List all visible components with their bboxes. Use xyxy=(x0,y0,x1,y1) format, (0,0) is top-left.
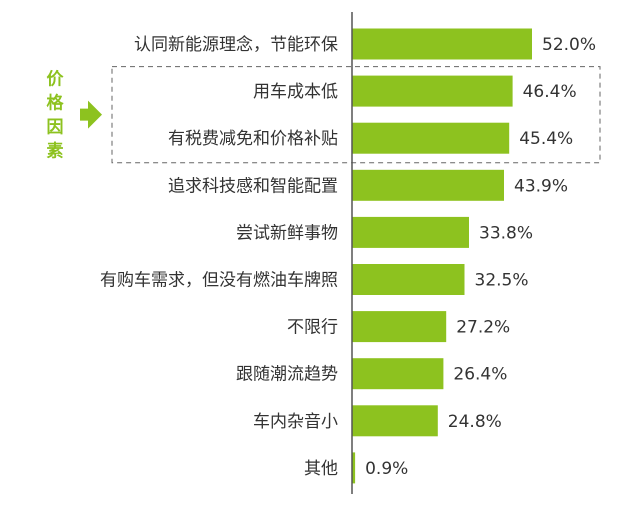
value-label-9: 0.9% xyxy=(365,459,408,479)
category-label-2: 有税费减免和价格补贴 xyxy=(168,129,338,149)
value-labels: 52.0% 46.4% 45.4% 43.9% 33.8% 32.5% 27.2% 26.4%… xyxy=(365,35,596,479)
arrow-right-icon xyxy=(80,100,102,129)
category-label-1: 用车成本低 xyxy=(253,82,338,102)
value-label-5: 32.5% xyxy=(475,271,529,291)
bar-8 xyxy=(352,405,438,437)
bar-1 xyxy=(352,75,513,107)
category-label-8: 车内杂音小 xyxy=(253,412,338,432)
bar-3 xyxy=(352,169,504,201)
value-label-7: 26.4% xyxy=(453,365,507,385)
category-label-3: 追求科技感和智能配置 xyxy=(168,176,338,196)
value-label-4: 33.8% xyxy=(479,223,533,243)
bars-group xyxy=(352,28,532,484)
bar-9 xyxy=(352,452,356,484)
bar-5 xyxy=(352,264,465,295)
highlight-label-char-1: 格 xyxy=(47,93,65,114)
category-label-7: 跟随潮流趋势 xyxy=(236,365,338,385)
highlight-dashed-box xyxy=(111,66,601,164)
bar-7 xyxy=(352,358,444,390)
value-label-2: 45.4% xyxy=(519,129,573,149)
value-label-8: 24.8% xyxy=(448,412,502,432)
bar-6 xyxy=(352,311,447,343)
category-label-5: 有购车需求，但没有燃油车牌照 xyxy=(100,271,338,291)
bar-2 xyxy=(352,122,510,154)
category-label-0: 认同新能源理念，节能环保 xyxy=(134,34,338,55)
bar-4 xyxy=(352,216,469,248)
value-label-3: 43.9% xyxy=(514,176,568,196)
category-labels: 认同新能源理念，节能环保用车成本低有税费减免和价格补贴追求科技感和智能配置尝试新… xyxy=(100,34,338,479)
bar-0 xyxy=(352,28,532,60)
highlight-label-char-0: 价 xyxy=(47,70,65,90)
value-label-6: 27.2% xyxy=(456,318,510,338)
value-label-0: 52.0% xyxy=(542,35,596,55)
highlight-label-char-3: 素 xyxy=(47,142,64,162)
category-label-4: 尝试新鲜事物 xyxy=(236,223,338,243)
value-label-1: 46.4% xyxy=(523,82,577,102)
category-label-9: 其他 xyxy=(304,459,338,479)
highlight-label-char-2: 因 xyxy=(47,118,64,138)
category-label-6: 不限行 xyxy=(287,318,338,338)
